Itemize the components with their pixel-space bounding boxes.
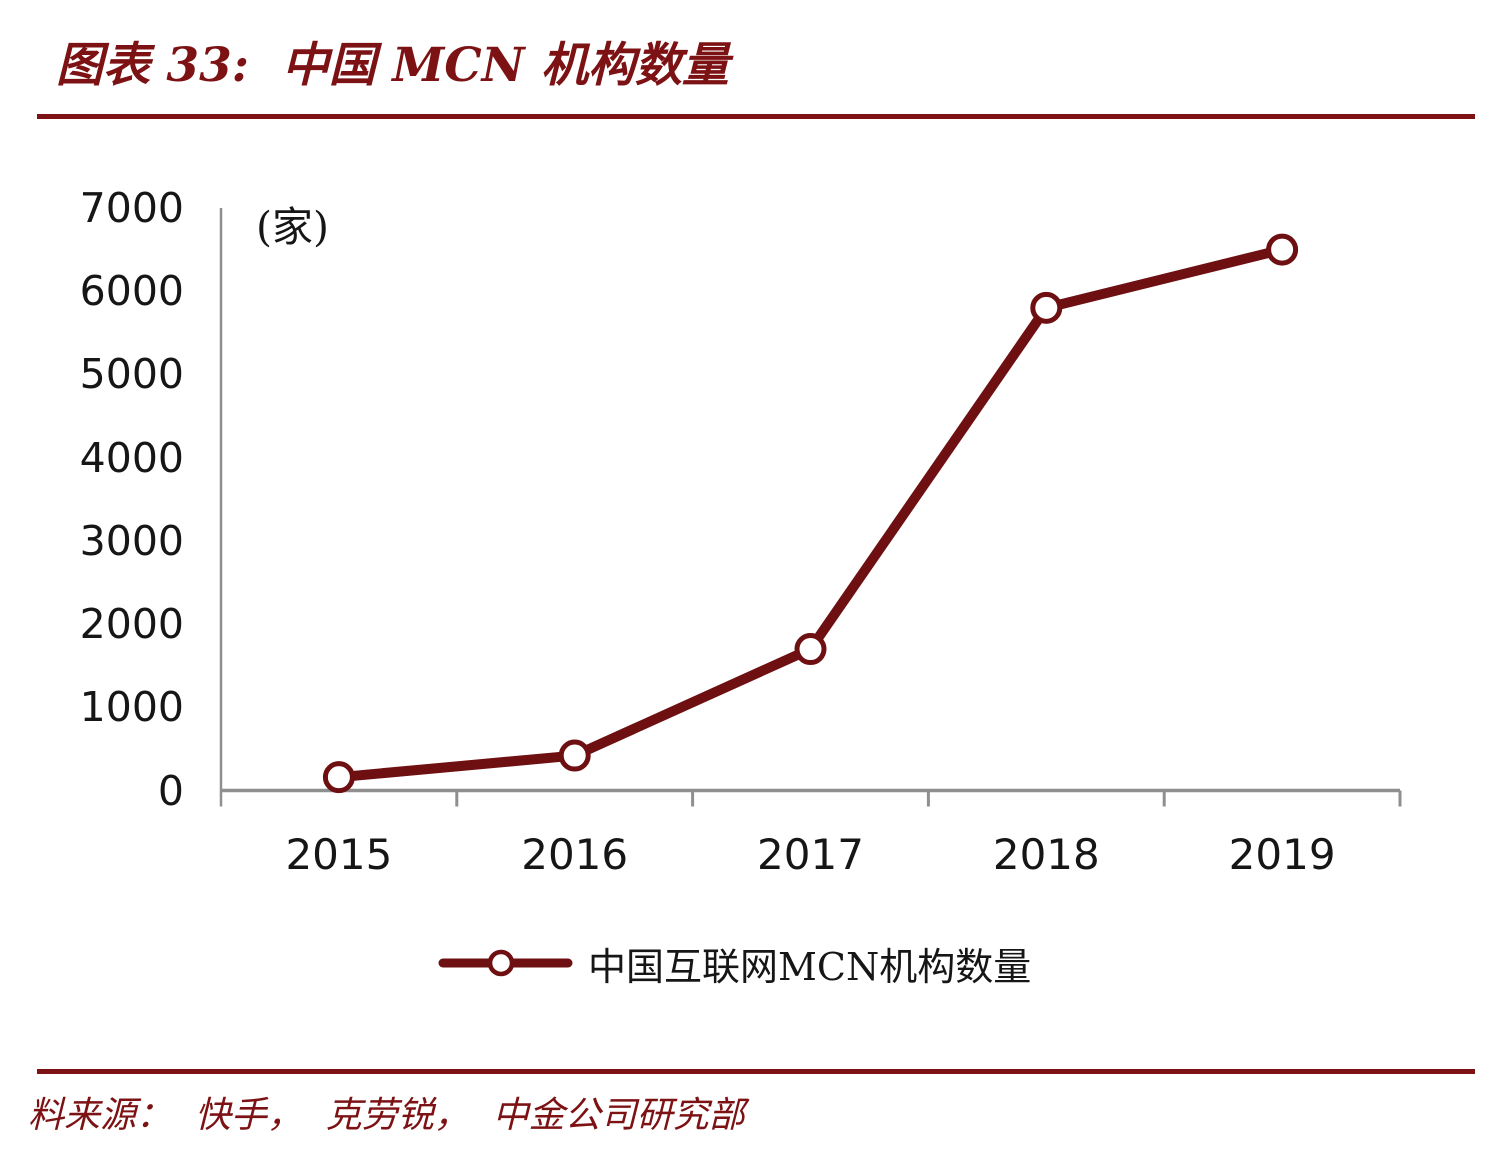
data-point-marker: [322, 761, 355, 794]
data-point-marker: [558, 739, 591, 772]
x-tick-label: 2017: [757, 830, 864, 879]
y-tick-label: 2000: [79, 600, 184, 649]
legend-line-marker-icon: [438, 949, 573, 977]
x-tick-label: 2016: [521, 830, 629, 879]
y-tick-label: 3000: [79, 516, 184, 565]
data-point-marker: [1030, 291, 1063, 324]
y-tick-label: 0: [157, 766, 184, 815]
data-point-marker: [794, 633, 827, 666]
title-rule: [37, 114, 1475, 119]
y-tick-label: 4000: [79, 433, 184, 482]
x-tick-label: 2019: [1228, 830, 1336, 879]
y-tick-label: 5000: [79, 350, 184, 399]
legend-series-label: 中国互联网MCN机构数量: [588, 944, 1032, 989]
x-tick-label: 2018: [992, 830, 1100, 879]
y-tick-label: 6000: [79, 267, 184, 316]
y-tick-label: 1000: [79, 683, 184, 732]
data-line: [338, 244, 1284, 783]
y-tick-label: 7000: [79, 184, 184, 232]
x-tick-label: 2015: [285, 830, 393, 879]
y-axis-unit-label: (家): [256, 203, 329, 251]
source-note: 料来源： 快手， 克劳锐， 中金公司研究部: [28, 1095, 745, 1136]
data-point-marker: [1266, 233, 1299, 266]
legend: 中国互联网MCN机构数量: [438, 930, 1031, 996]
figure-title: 图表 33: 中国 MCN 机构数量: [56, 38, 729, 93]
footer-rule: [37, 1069, 1475, 1074]
